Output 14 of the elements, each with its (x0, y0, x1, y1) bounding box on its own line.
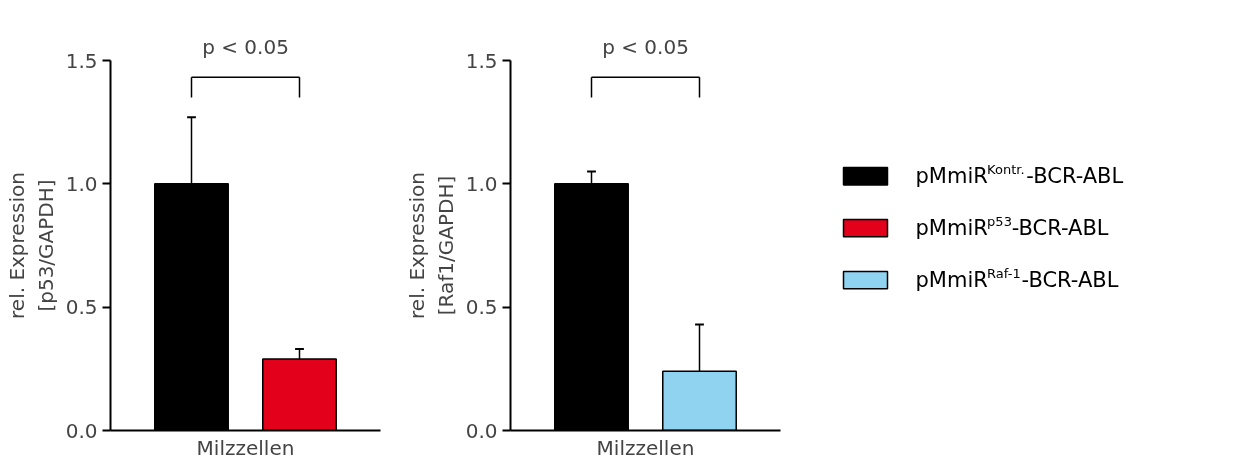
y-tick-label: 0.0 (465, 418, 498, 443)
x-axis-title: Milzzellen (196, 435, 295, 460)
y-axis-title: rel. Expression [p53/GAPDH] (4, 172, 58, 319)
y-axis-title: rel. Expression [Raf1/GAPDH] (404, 172, 458, 319)
y-tick-label: 0.5 (465, 295, 498, 320)
y-tick-label: 0.0 (65, 418, 98, 443)
text: p < 0.05 (602, 34, 689, 59)
y-tick-label: 0.5 (65, 295, 98, 320)
y-tick-label: 1.0 (465, 171, 498, 196)
y-tick-label: 1.5 (65, 48, 98, 73)
text: p < 0.05 (202, 34, 289, 59)
y-tick-label: 1.0 (65, 171, 98, 196)
x-axis-title: Milzzellen (596, 435, 695, 460)
y-tick-label: 1.5 (465, 48, 498, 73)
